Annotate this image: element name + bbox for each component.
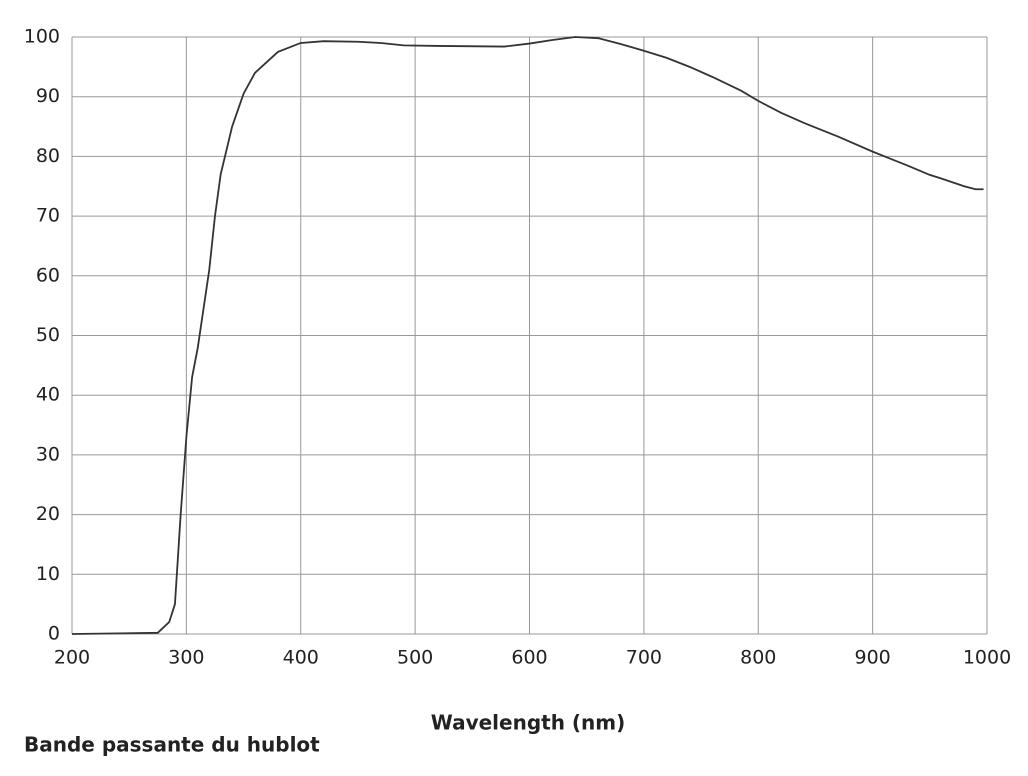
x-tick-label: 800 (740, 647, 776, 669)
y-tick-label: 70 (36, 205, 60, 227)
y-tick-label: 80 (36, 145, 60, 167)
y-tick-label: 90 (36, 85, 60, 107)
y-tick-label: 30 (36, 443, 60, 465)
x-tick-label: 900 (854, 647, 890, 669)
x-tick-label: 400 (283, 647, 319, 669)
chart-title: Bande passante du hublot (24, 733, 320, 757)
x-tick-label: 1000 (963, 647, 1011, 669)
x-tick-label: 300 (168, 647, 204, 669)
data-line (71, 36, 984, 635)
x-tick-label: 200 (54, 647, 90, 669)
y-tick-label: 0 (48, 623, 60, 645)
y-tick-label: 10 (36, 563, 60, 585)
y-tick-label: 100 (24, 26, 60, 48)
y-tick-label: 40 (36, 384, 60, 406)
x-tick-label: 500 (397, 647, 433, 669)
x-tick-label: 700 (626, 647, 662, 669)
y-tick-label: 60 (36, 264, 60, 286)
x-tick-label: 600 (511, 647, 547, 669)
y-tick-label: 50 (36, 324, 60, 346)
y-tick-label: 20 (36, 503, 60, 525)
x-axis-label: Wavelength (nm) (431, 711, 626, 735)
